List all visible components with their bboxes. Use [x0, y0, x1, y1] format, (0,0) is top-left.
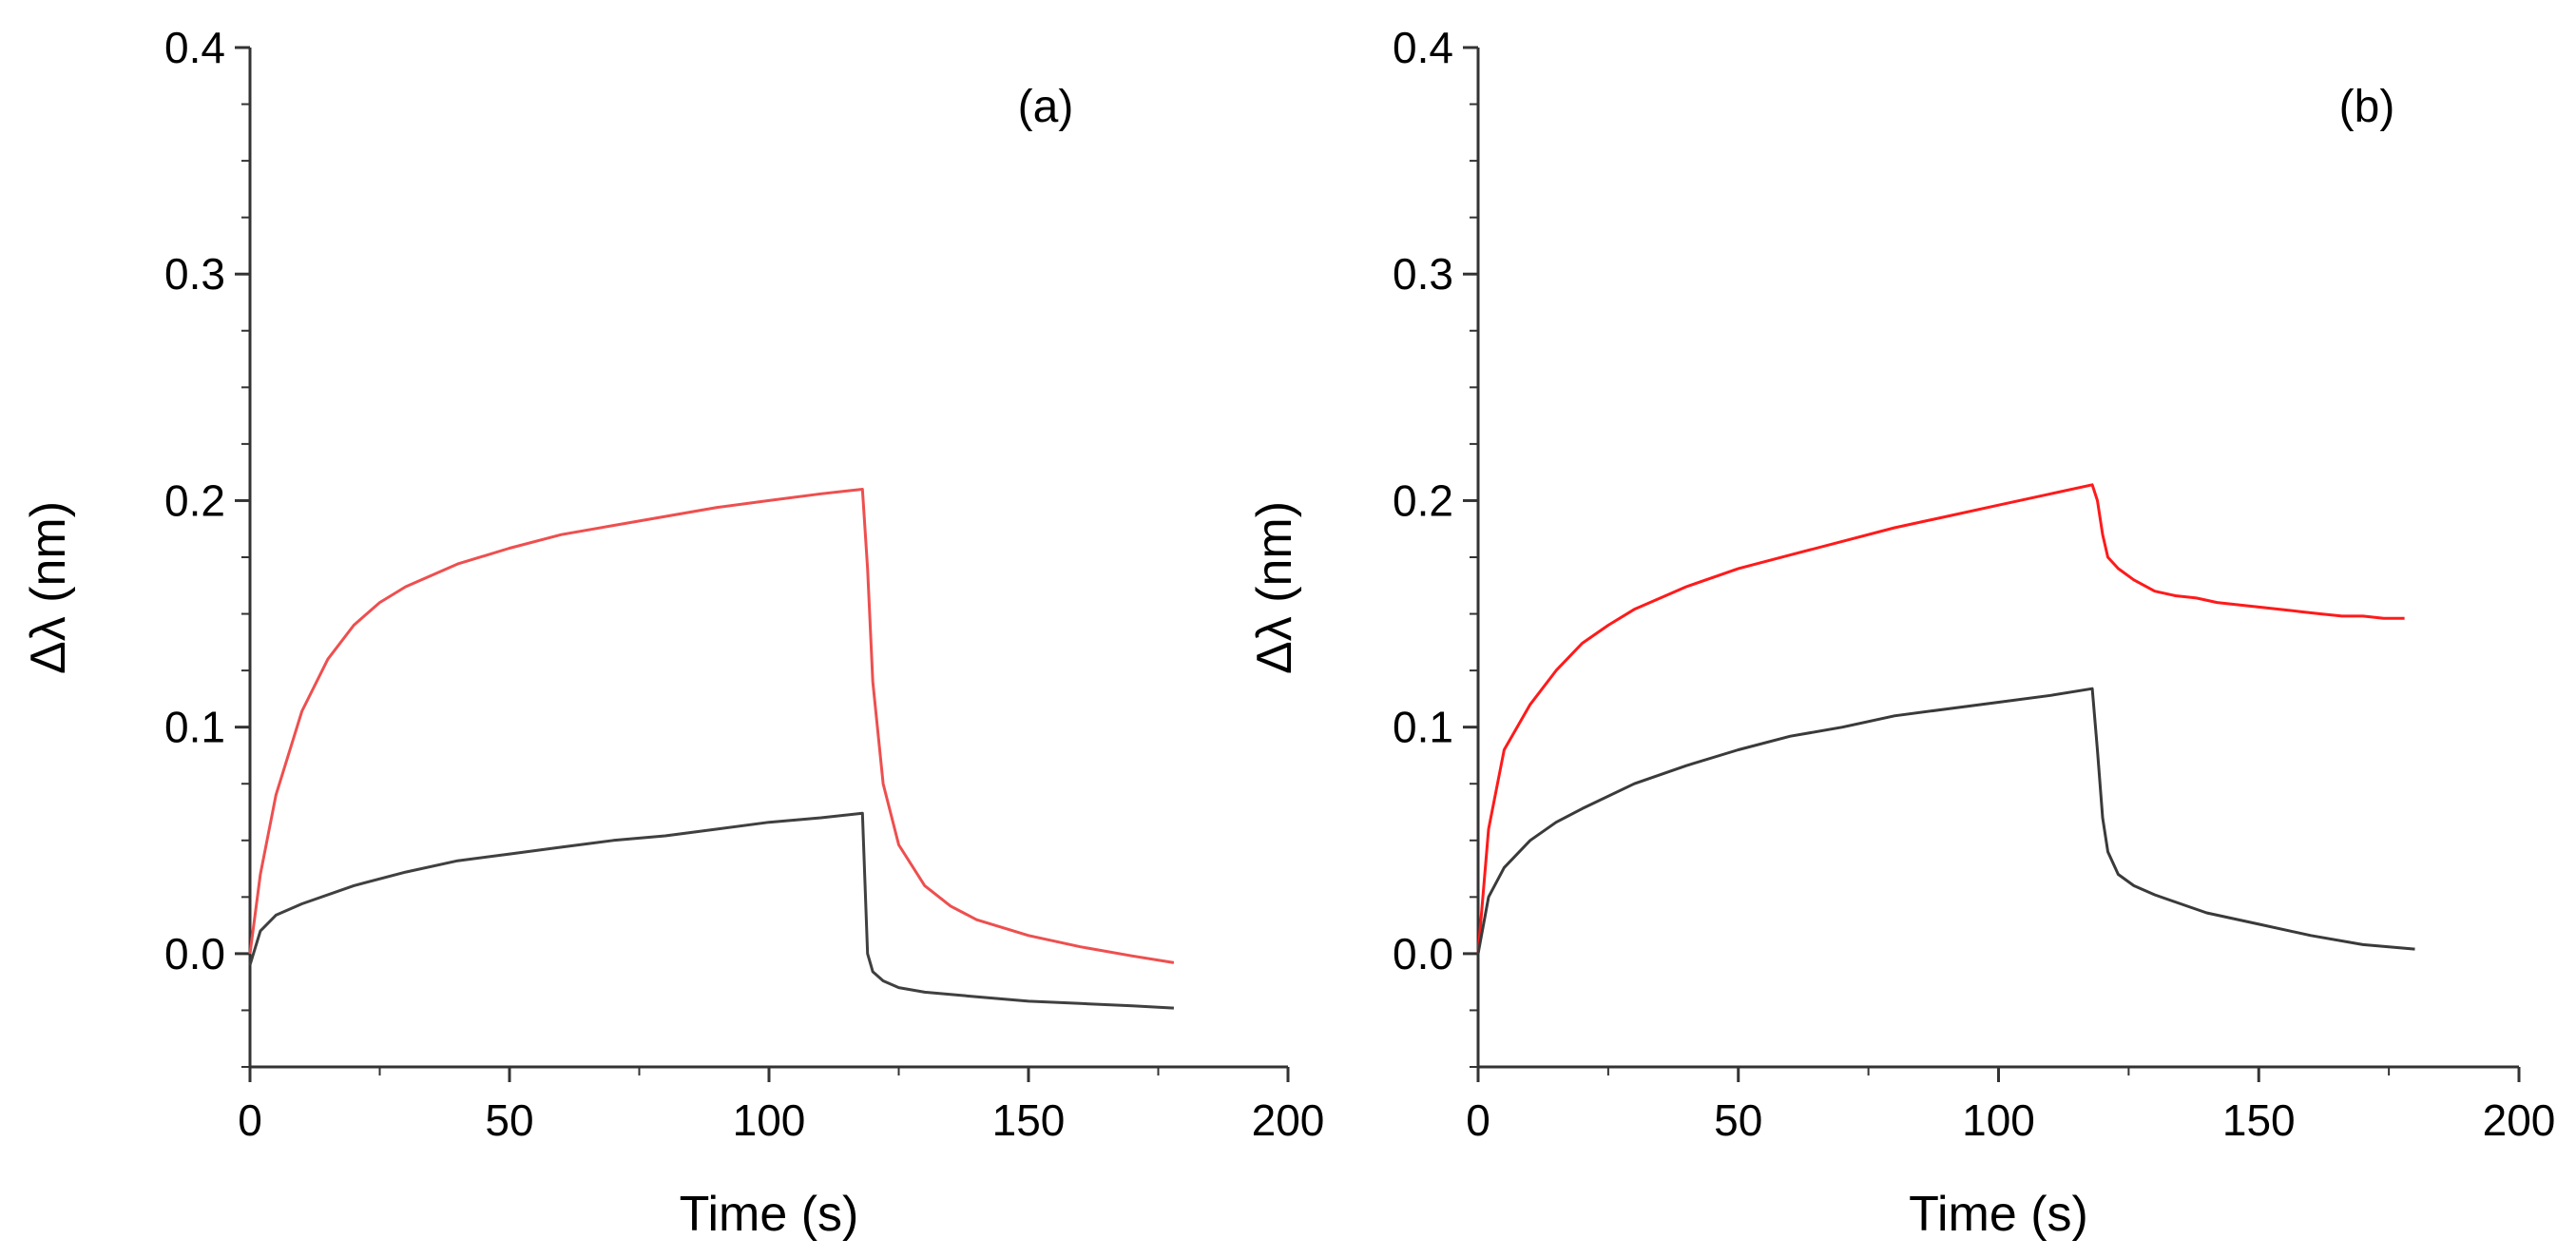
series-line-lower	[1476, 687, 2415, 955]
x-tick-label: 150	[992, 1095, 1066, 1145]
x-axis-title: Time (s)	[680, 1187, 859, 1242]
y-tick-label: 0.2	[164, 475, 225, 525]
y-tick-label: 0.1	[164, 703, 225, 752]
series-line-lower	[248, 811, 1174, 1010]
x-tick-label: 200	[2483, 1095, 2556, 1145]
x-axis-title: Time (s)	[1909, 1187, 2088, 1242]
y-tick-label: 0.4	[1393, 23, 1453, 72]
x-tick-label: 200	[1252, 1095, 1325, 1145]
y-tick-label: 0.3	[164, 249, 225, 299]
x-tick-label: 50	[485, 1095, 533, 1145]
y-tick-label: 0.3	[1393, 249, 1453, 299]
series-line-upper	[248, 488, 1175, 964]
y-axis-title: Δλ (nm)	[1247, 501, 1302, 674]
panel-label: (b)	[2339, 82, 2395, 132]
x-tick-label: 0	[238, 1095, 262, 1145]
x-tick-label: 100	[1962, 1095, 2035, 1145]
y-tick-label: 0.0	[164, 929, 225, 978]
x-tick-label: 50	[1714, 1095, 1762, 1145]
x-tick-label: 100	[733, 1095, 806, 1145]
x-tick-label: 0	[1466, 1095, 1490, 1145]
chart-panel-b: 0 50 100 150 200 0.0 0.1 0.2 0.3 0.4 Time (s) Δλ (n…	[1247, 23, 2555, 1242]
y-tick-label: 0.0	[1393, 929, 1453, 978]
y-tick-label: 0.2	[1393, 475, 1453, 525]
x-tick-label: 150	[2222, 1095, 2296, 1145]
y-tick-label: 0.4	[164, 23, 225, 72]
y-axis-title: Δλ (nm)	[21, 501, 76, 674]
panel-label: (a)	[1018, 82, 1074, 132]
chart-panel-a: 0 50 100 150 200 0.0 0.1 0.2 0.3 0.4 Time (s) Δλ (n…	[21, 23, 1324, 1242]
y-tick-label: 0.1	[1393, 703, 1453, 752]
series-line-upper	[1476, 483, 2405, 955]
